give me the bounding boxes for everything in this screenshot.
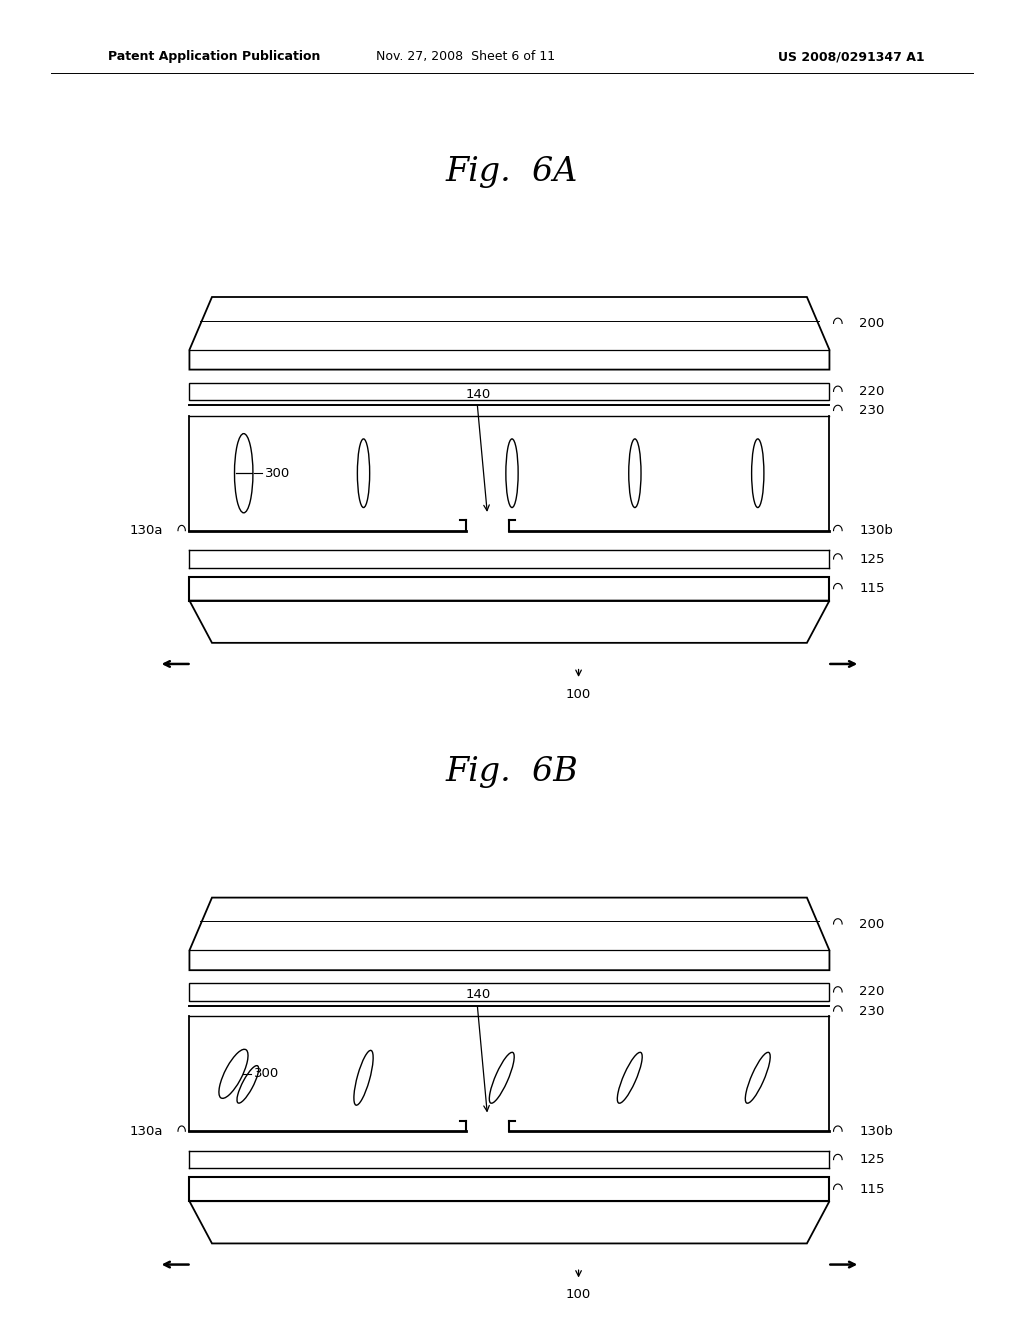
Text: 130a: 130a xyxy=(129,1125,163,1138)
Text: Patent Application Publication: Patent Application Publication xyxy=(108,50,319,63)
Text: Fig.  6A: Fig. 6A xyxy=(445,156,579,187)
Text: 125: 125 xyxy=(859,553,885,565)
Text: 200: 200 xyxy=(859,317,885,330)
Text: Nov. 27, 2008  Sheet 6 of 11: Nov. 27, 2008 Sheet 6 of 11 xyxy=(377,50,555,63)
Polygon shape xyxy=(189,898,829,970)
Text: 220: 220 xyxy=(859,385,885,397)
Bar xyxy=(189,383,829,400)
Text: 130b: 130b xyxy=(859,524,893,537)
Text: 230: 230 xyxy=(859,1005,885,1018)
Text: 100: 100 xyxy=(566,1288,591,1302)
Text: US 2008/0291347 A1: US 2008/0291347 A1 xyxy=(778,50,925,63)
Text: 115: 115 xyxy=(859,582,885,595)
Text: 200: 200 xyxy=(859,917,885,931)
Text: 300: 300 xyxy=(254,1068,280,1080)
Polygon shape xyxy=(189,601,829,643)
Polygon shape xyxy=(189,297,829,370)
Text: 300: 300 xyxy=(265,467,291,479)
Text: 100: 100 xyxy=(566,688,591,701)
Text: 230: 230 xyxy=(859,404,885,417)
Polygon shape xyxy=(189,1201,829,1243)
Text: 140: 140 xyxy=(466,388,492,400)
Bar xyxy=(189,577,829,601)
Text: 140: 140 xyxy=(466,989,492,1001)
Bar xyxy=(189,983,829,1001)
Text: 220: 220 xyxy=(859,986,885,998)
Bar xyxy=(189,1177,829,1201)
Text: 130b: 130b xyxy=(859,1125,893,1138)
Text: 115: 115 xyxy=(859,1183,885,1196)
Text: 125: 125 xyxy=(859,1154,885,1166)
Text: 130a: 130a xyxy=(129,524,163,537)
Text: Fig.  6B: Fig. 6B xyxy=(445,756,579,788)
